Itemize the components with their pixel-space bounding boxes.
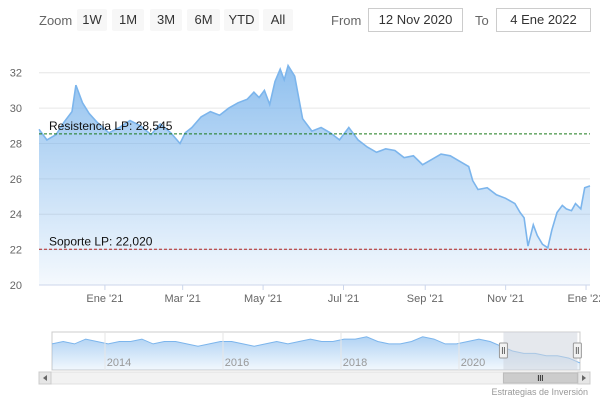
to-label: To <box>475 13 489 28</box>
price-line <box>38 63 591 250</box>
navigator-selection <box>503 332 578 370</box>
from-date-input[interactable]: 12 Nov 2020 <box>368 8 463 32</box>
scroll-right-arrow-icon <box>582 375 586 381</box>
zoom-6m-button[interactable]: 6M <box>187 9 220 31</box>
x-tick-label: Ene '21 <box>86 293 123 305</box>
resistance-label: Resistencia LP: 28,545 <box>49 119 173 133</box>
price-area <box>39 65 590 285</box>
scroll-left-arrow-icon <box>43 375 47 381</box>
y-tick-label: 32 <box>10 68 22 80</box>
navigator-area <box>52 336 580 370</box>
from-label: From <box>331 13 362 28</box>
range-selector-toolbar: Zoom 1W 1M 3M 6M YTD All From 12 Nov 202… <box>0 0 600 40</box>
zoom-3m-button[interactable]: 3M <box>150 9 182 31</box>
x-tick-label: Ene '22 <box>568 293 600 305</box>
zoom-label: Zoom <box>39 13 73 28</box>
y-tick-label: 26 <box>10 174 22 186</box>
y-tick-label: 22 <box>10 245 22 257</box>
zoom-ytd-button[interactable]: YTD <box>224 9 259 31</box>
zoom-1w-button[interactable]: 1W <box>77 9 107 31</box>
x-tick-label: Mar '21 <box>165 293 201 305</box>
y-tick-label: 20 <box>10 280 22 292</box>
navigator-line <box>51 336 581 364</box>
support-label: Soporte LP: 22,020 <box>49 234 153 248</box>
x-tick-label: Jul '21 <box>328 293 359 305</box>
x-tick-label: Nov '21 <box>487 293 524 305</box>
y-tick-label: 30 <box>10 103 22 115</box>
zoom-1m-button[interactable]: 1M <box>112 9 144 31</box>
navigator-year-label: 2020 <box>461 357 485 369</box>
navigator-year-label: 2018 <box>343 357 367 369</box>
x-tick-label: Sep '21 <box>407 293 444 305</box>
navigator-year-label: 2016 <box>225 357 249 369</box>
credits-text: Estrategias de Inversión <box>491 387 588 397</box>
x-tick-label: May '21 <box>244 293 282 305</box>
y-tick-label: 28 <box>10 138 22 150</box>
to-date-input[interactable]: 4 Ene 2022 <box>496 8 591 32</box>
navigator-right-handle[interactable] <box>572 342 582 359</box>
navigator-left-handle[interactable] <box>498 342 508 359</box>
y-tick-label: 24 <box>10 209 22 221</box>
zoom-all-button[interactable]: All <box>263 9 293 31</box>
navigator-year-label: 2014 <box>107 357 131 369</box>
